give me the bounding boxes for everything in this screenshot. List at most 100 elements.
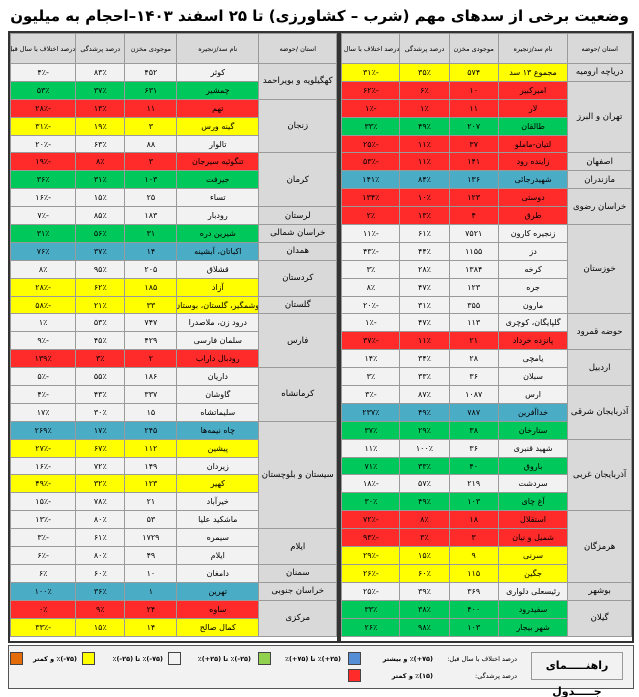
diff-cell: -۳٪ (341, 385, 401, 404)
dam-cell: چاه نیمه‌ها (176, 420, 260, 440)
table-row: ایلام سیمره ۱۷۲۹ ۶۱٪ -۳٪ (9, 528, 338, 565)
storage-cell: ۱۰ (448, 80, 499, 100)
fill-cell: ۱۵٪ (75, 188, 126, 208)
table-row: جگین ۱۱۵ ۶۰٪ -۲۶٪ (341, 563, 632, 583)
col-storage: موجودی مخزن (448, 33, 499, 64)
diff-cell: -۷٪ (9, 206, 77, 226)
fill-cell: ۳۱٪ (75, 170, 126, 190)
storage-cell: ۴۵۲ (124, 63, 178, 82)
storage-cell: ۹ (448, 546, 499, 565)
right-table-container: استان /حوضه نام سد/زنجیره موجودی مخزن در… (341, 33, 632, 641)
dam-cell: دز (497, 241, 569, 261)
storage-cell: ۱۸۵ (124, 277, 178, 297)
storage-cell: ۱۸ (448, 510, 499, 530)
dam-cell: شهیدرجائی (497, 170, 569, 190)
fill-cell: ۱۱٪ (399, 134, 450, 154)
diff-cell: -۵٪ (9, 367, 77, 387)
province-cell: لرستان (258, 206, 338, 226)
storage-cell: ۱ (124, 581, 178, 601)
table-row: دریاچه ارومیه مجموع ۱۳ سد ۵۷۴ ۳۵٪ -۳۱٪ (341, 63, 632, 82)
fill-cell: ۳۷٪ (75, 80, 126, 100)
fill-cell: ۳۲٪ (75, 474, 126, 494)
dam-cell: پیشین (176, 438, 260, 458)
header-row: استان /حوضه نام سد/زنجیره موجودی مخزن در… (341, 33, 632, 64)
legend-text-orange: (۷۵-)٪ و کمتر (33, 655, 77, 663)
dam-cell: کهیر (176, 474, 260, 494)
storage-cell: ۳۶۹ (448, 581, 499, 601)
storage-cell: ۳۶ (448, 438, 499, 458)
storage-cell: ۳۶ (448, 367, 499, 387)
dam-cell: ارس (497, 385, 569, 404)
dam-cell: دوستی (497, 188, 569, 208)
storage-cell: ۱۱ (448, 98, 499, 118)
dam-tables: استان /حوضه نام سد/زنجیره موجودی مخزن در… (8, 31, 634, 643)
table-row: گلستان وشمگیر، گلستان، بوستان ۳۳ ۲۱٪ -۵۸٪ (9, 295, 338, 315)
storage-cell: ۲۰۷ (448, 116, 499, 136)
legend-swatch-green (258, 652, 271, 665)
storage-cell: ۱۵ (124, 402, 178, 422)
fill-cell: ۷۲٪ (75, 456, 126, 476)
dam-cell: گینه ورس (176, 116, 260, 136)
left-table-body: کهگیلویه و بویراحمد کوثر ۴۵۲ ۸۳٪ -۴٪ چمشیر ۶۳۱… (9, 63, 338, 637)
table-row: تساء ۲۵ ۱۵٪ -۱۶٪ (9, 188, 337, 208)
diff-cell: -۳۳٪ (9, 617, 77, 637)
table-row: مازندران شهیدرجائی ۱۳۶ ۸۴٪ ۱۴۱٪ (341, 170, 632, 190)
dam-cell: خیرآباد (176, 492, 260, 512)
diff-cell: -۴۳٪ (341, 241, 401, 261)
fill-cell: ۸٪ (399, 510, 450, 530)
province-cell: کردستان (258, 259, 338, 297)
dam-cell: طالقان (497, 116, 569, 136)
fill-cell: ۲۹٪ (399, 420, 450, 440)
storage-cell: ۵۷۴ (448, 63, 499, 82)
table-row: زنجان تهم ۱۱ ۱۳٪ -۲۸٪ (9, 98, 338, 154)
province-cell: هرمزگان (567, 510, 632, 583)
table-row: آذربایجان شرقی ارس ۱۰۸۷ ۸۷٪ -۳٪ (341, 385, 632, 440)
diff-cell: -۳۱٪ (9, 116, 77, 136)
table-row: سلیماتشاه ۱۵ ۳۰٪ ۱۷٪ (9, 402, 337, 422)
dam-cell: جره (497, 277, 569, 297)
storage-cell: ۴۰ (448, 456, 499, 476)
legend-swatch-white (168, 652, 181, 665)
storage-cell: ۳ (124, 116, 178, 136)
dam-cell: شیرین دره (176, 224, 260, 243)
table-row: بوشهر رئیسعلی دلواری ۳۶۹ ۳۹٪ -۲۵٪ (341, 581, 632, 601)
storage-cell: ۱۲۳ (124, 474, 178, 494)
diff-cell: -۱۸٪ (341, 474, 401, 494)
table-row: کردستان قشلاق ۲۰۵ ۹۵٪ ۸٪ (9, 259, 338, 297)
diff-cell: ۸٪ (341, 277, 401, 297)
diff-cell: -۲۸٪ (9, 98, 77, 118)
fill-cell: ۶٪ (399, 80, 450, 100)
dam-cell: مجموع ۱۳ سد (497, 63, 569, 82)
diff-cell: -۵۸٪ (9, 295, 77, 315)
table-row: گیلان سفیدرود ۴۰۰ ۳۸٪ ۳۳٪ (341, 599, 632, 637)
dam-cell: قشلاق (176, 259, 260, 279)
fill-cell: ۳۷٪ (75, 241, 126, 261)
table-row: هرمزگان استقلال ۱۸ ۸٪ -۷۲٪ (341, 510, 632, 583)
left-table-container: استان /حوضه نام سد/زنجیره موجودی مخزن در… (9, 33, 338, 641)
fill-cell: ۹۵٪ (75, 259, 126, 279)
province-cell: آذربایجان غربی (567, 438, 632, 512)
province-cell: کرمانشاه (258, 367, 338, 422)
storage-cell: ۴۲۹ (124, 331, 178, 351)
diff-cell: -۱۱٪ (341, 224, 401, 243)
dam-cell: سرنی (497, 546, 569, 565)
province-cell: خراسان رضوی (567, 188, 632, 226)
diff-cell: ۱۷٪ (9, 402, 77, 422)
fill-cell: ۴۹٪ (399, 492, 450, 512)
storage-cell: ۲۵ (124, 188, 178, 208)
fill-cell: ۳۰٪ (75, 402, 126, 422)
diff-cell: -۲۶٪ (341, 563, 401, 583)
table-row: گاوشان ۳۳۷ ۴۳٪ -۴٪ (9, 385, 337, 404)
diff-cell: -۵۳٪ (341, 152, 401, 172)
dam-cell: تساء (176, 188, 260, 208)
page-title: وضعیت برخی از سدهای مهم (شرب – کشاورزی) … (10, 7, 629, 49)
diff-cell: -۲۹٪ (341, 546, 401, 565)
legend-swatch-yellow (82, 652, 95, 665)
table-row: کهیر ۱۲۳ ۳۲٪ -۴۹٪ (9, 474, 337, 494)
fill-cell: ۶۱٪ (75, 528, 126, 548)
dam-cell: سلیماتشاه (176, 402, 260, 422)
table-row: شهر بیجار ۱۰۳ ۹۸٪ ۲۶٪ (341, 617, 632, 637)
col-province: استان /حوضه (258, 33, 338, 64)
diff-cell: -۳۱٪ (341, 63, 401, 82)
fill-cell: ۸۰٪ (75, 510, 126, 530)
